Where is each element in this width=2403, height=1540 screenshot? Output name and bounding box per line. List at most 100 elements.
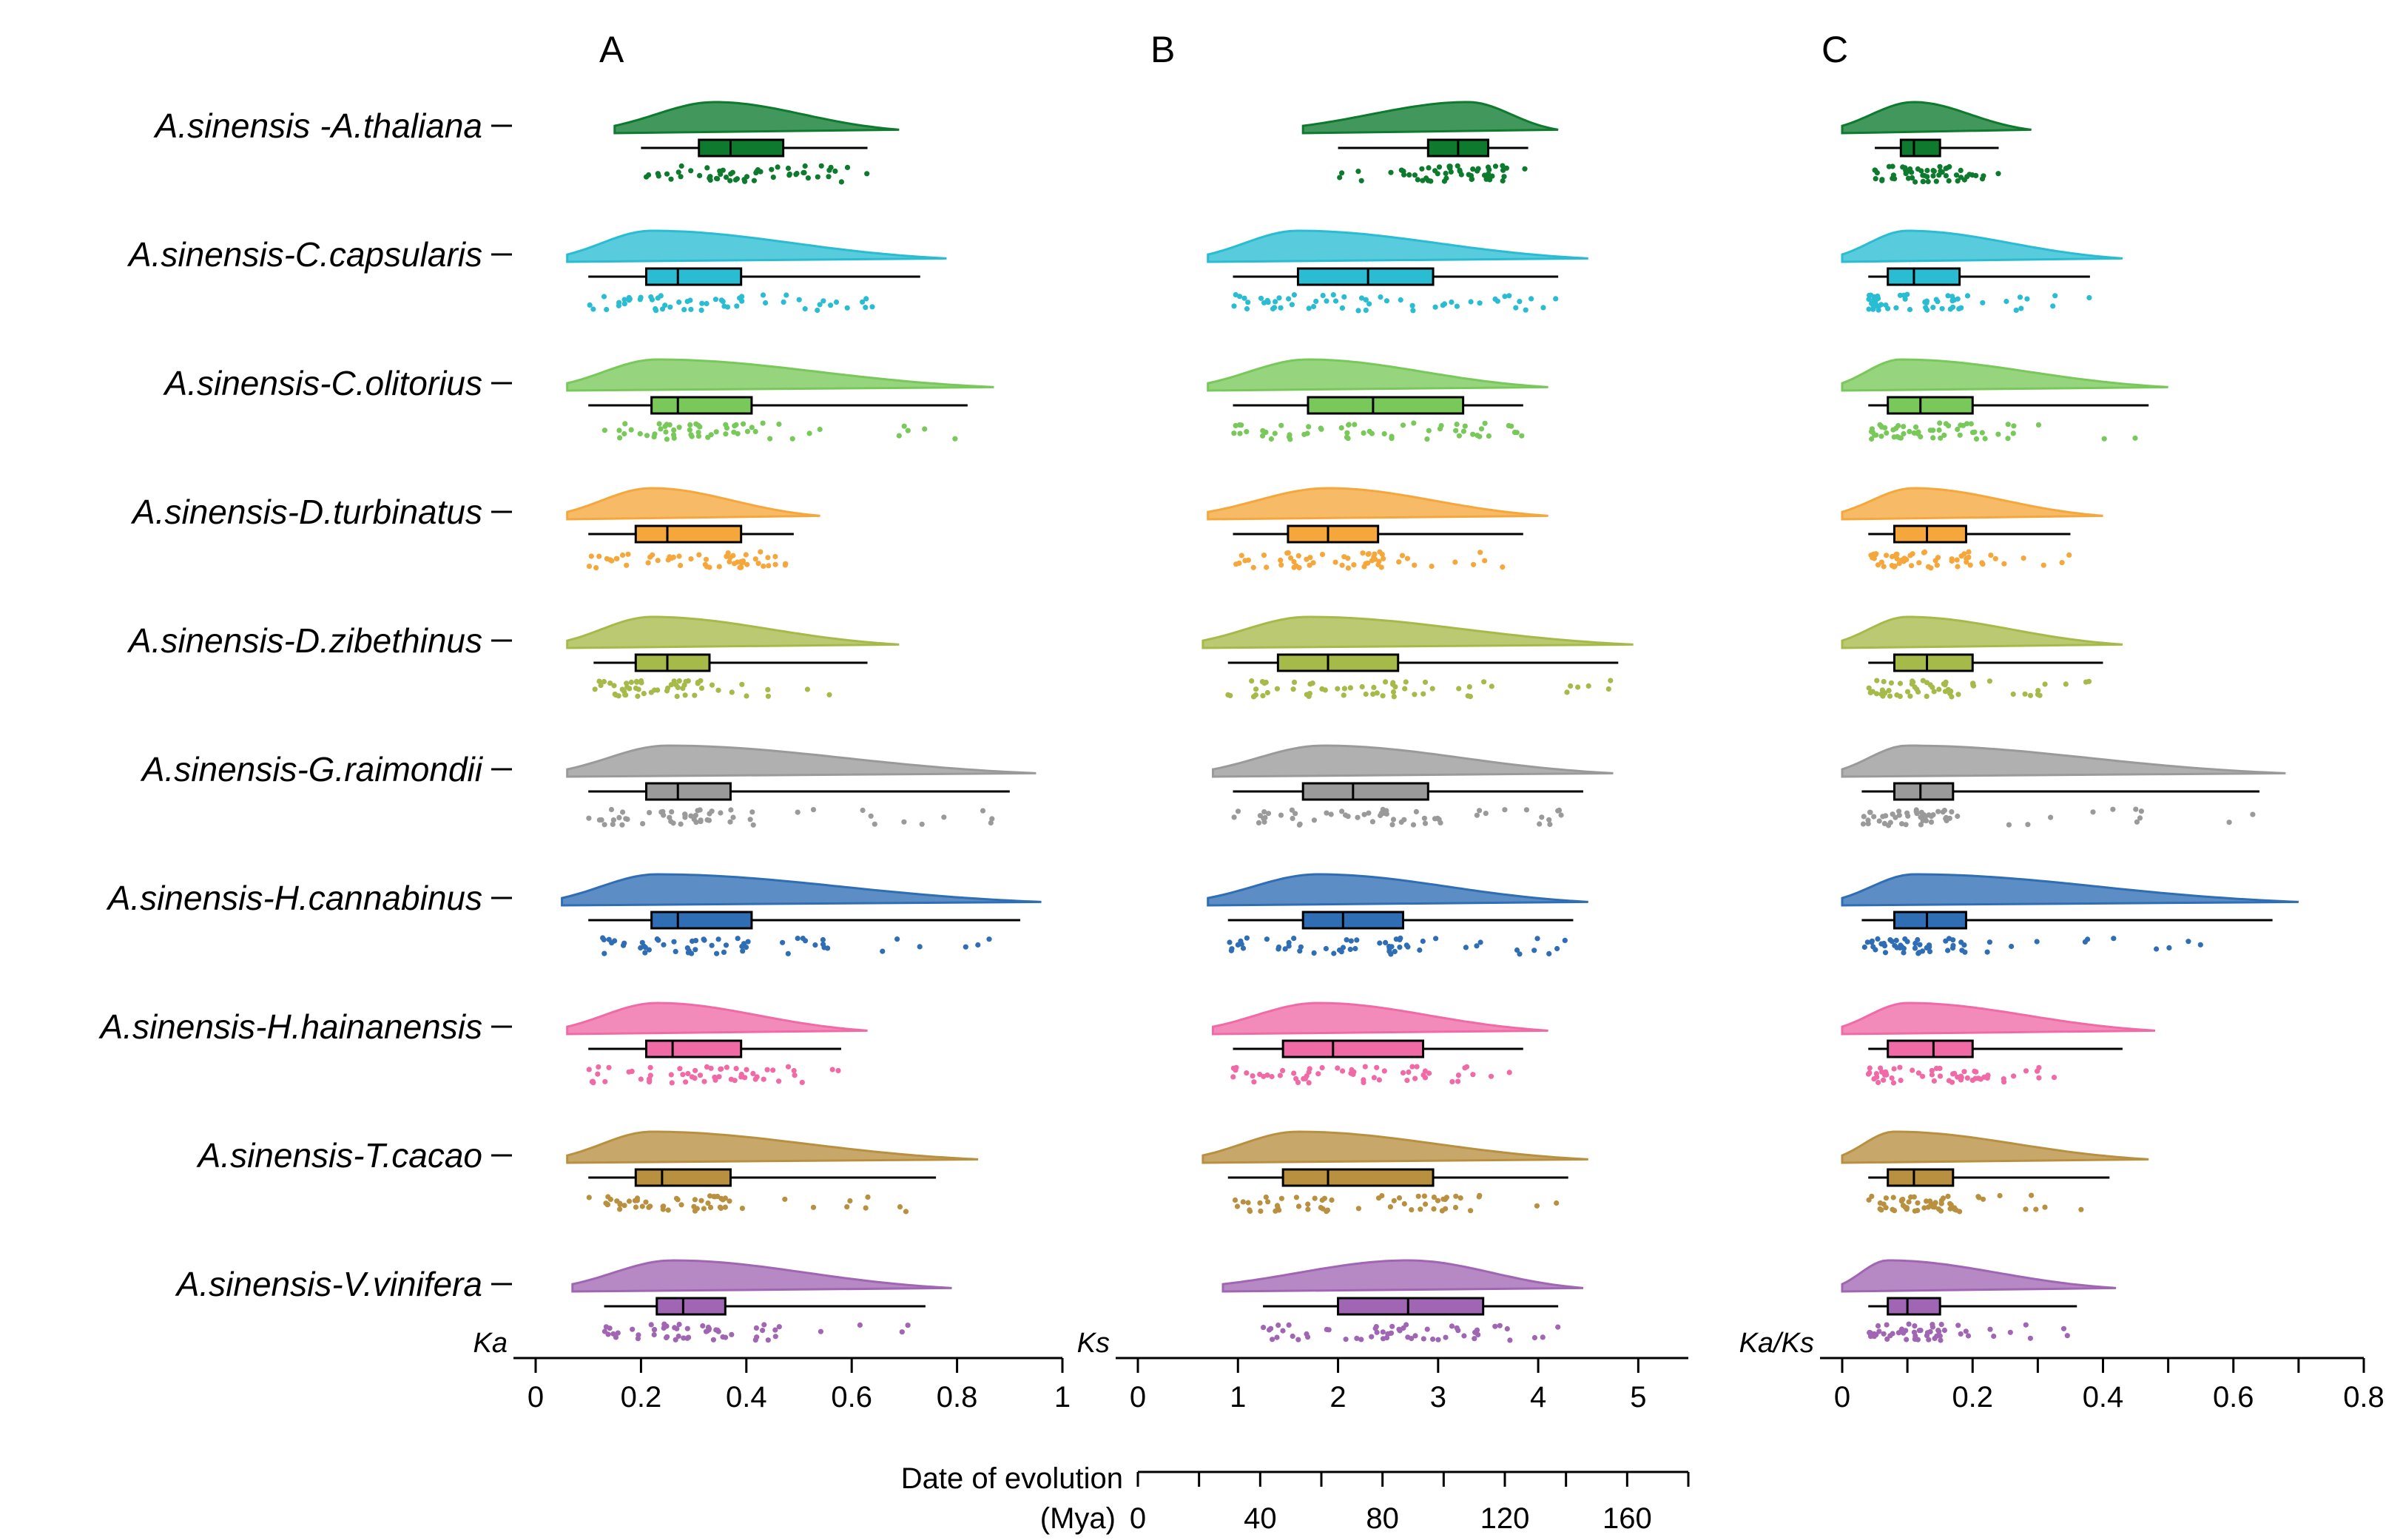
data-point <box>1486 433 1492 439</box>
data-point <box>802 305 808 312</box>
data-point <box>1927 428 1933 433</box>
data-point <box>673 948 678 954</box>
data-point <box>678 562 684 569</box>
data-point <box>1927 944 1932 950</box>
data-point <box>1482 420 1488 426</box>
iqr-box <box>1337 1297 1485 1316</box>
data-point <box>1884 553 1890 558</box>
data-point <box>1969 430 1976 436</box>
data-point <box>636 1332 641 1338</box>
data-point <box>1249 678 1255 684</box>
data-point <box>1230 1074 1236 1080</box>
data-point <box>1361 1077 1366 1083</box>
data-point <box>1955 1074 1961 1080</box>
data-point <box>1363 297 1369 303</box>
data-point <box>749 809 755 815</box>
data-point <box>1422 1068 1428 1074</box>
data-point <box>622 421 628 427</box>
data-point <box>1936 686 1942 692</box>
data-point <box>1449 1078 1455 1084</box>
tick-label: 1 <box>1230 1381 1246 1414</box>
data-point <box>1882 950 1889 956</box>
row-label-text: A.sinensis -A.thaliana <box>153 107 482 145</box>
data-point <box>616 428 622 433</box>
data-point <box>1984 1075 1990 1081</box>
data-point <box>1984 949 1990 955</box>
data-point <box>2011 423 2017 429</box>
data-point <box>1390 689 1397 695</box>
data-point <box>1397 945 1403 950</box>
data-point <box>614 555 620 561</box>
data-point <box>1568 683 1574 689</box>
data-point <box>1608 678 1614 683</box>
data-point <box>1454 422 1460 428</box>
data-point <box>1237 430 1243 436</box>
data-point <box>1348 938 1354 944</box>
data-point <box>1934 1333 1940 1339</box>
row-a-sinensis-h-hainanensis <box>566 1002 868 1086</box>
data-point <box>664 171 670 177</box>
data-point <box>1372 551 1378 557</box>
row-a-sinensis-h-cannabinus <box>561 873 1042 956</box>
data-point <box>1344 937 1349 943</box>
data-point <box>1915 166 1921 172</box>
row-label-a-sinensis-c-capsularis: A.sinensis-C.capsularis <box>127 235 512 274</box>
data-point <box>1225 692 1231 698</box>
data-point <box>1943 816 1949 822</box>
data-point <box>1929 1067 1935 1073</box>
row-a-sinensis-v-vinifera <box>571 1259 952 1343</box>
data-point <box>735 936 741 942</box>
data-point <box>1273 299 1278 305</box>
data-point <box>1361 811 1367 817</box>
data-point <box>1949 298 1955 304</box>
data-point <box>2066 552 2072 558</box>
data-point <box>1341 692 1347 698</box>
data-point <box>704 1064 710 1070</box>
data-point <box>1909 563 1915 569</box>
data-point <box>1886 823 1892 828</box>
data-point <box>665 1207 671 1213</box>
data-point <box>1531 1334 1537 1341</box>
row-label-a-sinensis-a-thaliana: A.sinensis -A.thaliana <box>153 107 512 145</box>
data-point <box>586 1067 592 1073</box>
data-point <box>1304 1331 1310 1337</box>
data-point <box>698 1198 704 1203</box>
row-label-text: A.sinensis-H.hainanensis <box>98 1007 483 1046</box>
data-point <box>1288 555 1294 561</box>
data-point <box>1933 1065 1940 1071</box>
iqr-box <box>1276 653 1400 672</box>
data-point <box>750 822 756 828</box>
data-point <box>1558 812 1564 818</box>
data-point <box>770 1067 776 1073</box>
density-cloud <box>561 873 1042 907</box>
data-point <box>655 171 661 177</box>
data-point <box>1876 818 1882 824</box>
data-point <box>1403 679 1409 685</box>
data-point <box>1331 950 1337 956</box>
data-point <box>638 678 644 684</box>
data-point <box>1946 1078 1952 1084</box>
data-point <box>1278 812 1284 818</box>
data-point <box>1263 679 1269 686</box>
data-point <box>692 938 699 944</box>
data-point <box>1429 686 1435 692</box>
data-point <box>1421 1193 1427 1199</box>
date-axis: Date of evolution (Mya) 0 40 80 120 160 <box>901 1462 1690 1535</box>
data-point <box>1345 814 1351 820</box>
data-point <box>1912 179 1918 185</box>
data-point <box>796 297 802 303</box>
data-point <box>1546 817 1552 823</box>
data-point <box>664 1334 670 1340</box>
data-point <box>596 553 602 559</box>
panels: A 0 0.2 0.4 0.6 0.8 1 Ka B 0 1 2 3 4 5 Ks C 0 0.2 0.4 0.6 0.8… <box>473 29 2385 1414</box>
density-cloud <box>1207 229 1588 263</box>
data-point <box>635 693 641 699</box>
data-point <box>1904 556 1910 563</box>
data-point <box>1448 169 1454 175</box>
data-point <box>1398 935 1403 941</box>
data-point <box>1875 936 1881 942</box>
data-point <box>617 1206 623 1212</box>
data-point <box>1881 940 1887 947</box>
tick-label: 0.8 <box>937 1381 978 1414</box>
data-point <box>1461 1333 1467 1339</box>
